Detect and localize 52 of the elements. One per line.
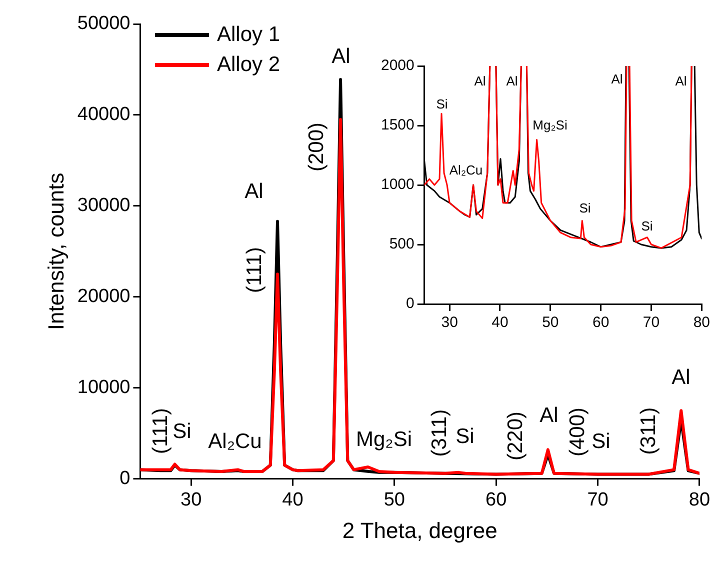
annotation: Al bbox=[506, 74, 518, 89]
annotation: (111) bbox=[242, 247, 266, 293]
y-tick-label: 1500 bbox=[380, 116, 414, 134]
annotation: Si bbox=[456, 424, 474, 448]
annotation: Al₂Cu bbox=[449, 162, 483, 178]
annotation: (220) bbox=[504, 411, 527, 461]
y-axis-title: Intensity, counts bbox=[43, 172, 68, 330]
x-tick-label: 60 bbox=[592, 314, 610, 332]
annotation: Al bbox=[474, 74, 486, 89]
annotation: Al bbox=[675, 74, 687, 89]
annotation: Si bbox=[592, 430, 610, 453]
y-tick-label: 40000 bbox=[77, 104, 130, 126]
annotation: Mg₂Si bbox=[532, 118, 568, 133]
legend-label: Alloy 2 bbox=[217, 52, 280, 78]
x-tick-label: 60 bbox=[486, 489, 507, 510]
annotation: Si bbox=[579, 200, 591, 216]
y-tick-label: 30000 bbox=[77, 195, 130, 216]
annotation: Si bbox=[172, 420, 192, 443]
annotation: Si bbox=[436, 96, 448, 112]
y-tick-label: 50000 bbox=[77, 13, 130, 34]
x-axis-title: 2 Theta, degree bbox=[342, 518, 498, 543]
y-tick-label: 500 bbox=[389, 236, 414, 253]
annotation: Al bbox=[540, 404, 558, 427]
annotation: (400) bbox=[566, 407, 589, 457]
x-tick-label: 40 bbox=[492, 314, 508, 332]
x-tick-label: 80 bbox=[693, 314, 710, 332]
annotation: Al bbox=[244, 180, 264, 203]
x-tick-label: 70 bbox=[642, 314, 660, 332]
annotation: (111) bbox=[148, 408, 172, 454]
x-tick-label: 40 bbox=[282, 489, 304, 510]
annotation: Al₂Cu bbox=[208, 430, 262, 453]
annotation: Mg₂Si bbox=[356, 428, 412, 451]
y-tick-label: 20000 bbox=[77, 286, 130, 308]
y-tick-label: 1000 bbox=[380, 176, 414, 194]
x-tick-label: 30 bbox=[180, 489, 202, 510]
annotation: Al bbox=[332, 44, 350, 68]
x-tick-label: 50 bbox=[384, 489, 405, 510]
y-tick-label: 0 bbox=[406, 295, 414, 312]
x-tick-label: 50 bbox=[542, 314, 559, 332]
annotation: Si bbox=[641, 218, 653, 234]
annotation: Al bbox=[611, 72, 623, 87]
annotation: (311) bbox=[636, 407, 660, 455]
annotation: (200) bbox=[304, 122, 328, 172]
legend-label: Alloy 1 bbox=[217, 22, 280, 48]
x-tick-label: 30 bbox=[441, 314, 458, 332]
x-tick-label: 70 bbox=[587, 489, 608, 510]
y-tick-label: 0 bbox=[120, 468, 130, 490]
annotation: (311) bbox=[428, 409, 451, 457]
annotation: Al bbox=[672, 366, 690, 389]
y-tick-label: 2000 bbox=[380, 57, 414, 74]
x-tick-label: 80 bbox=[688, 489, 710, 510]
y-tick-label: 10000 bbox=[77, 377, 130, 398]
